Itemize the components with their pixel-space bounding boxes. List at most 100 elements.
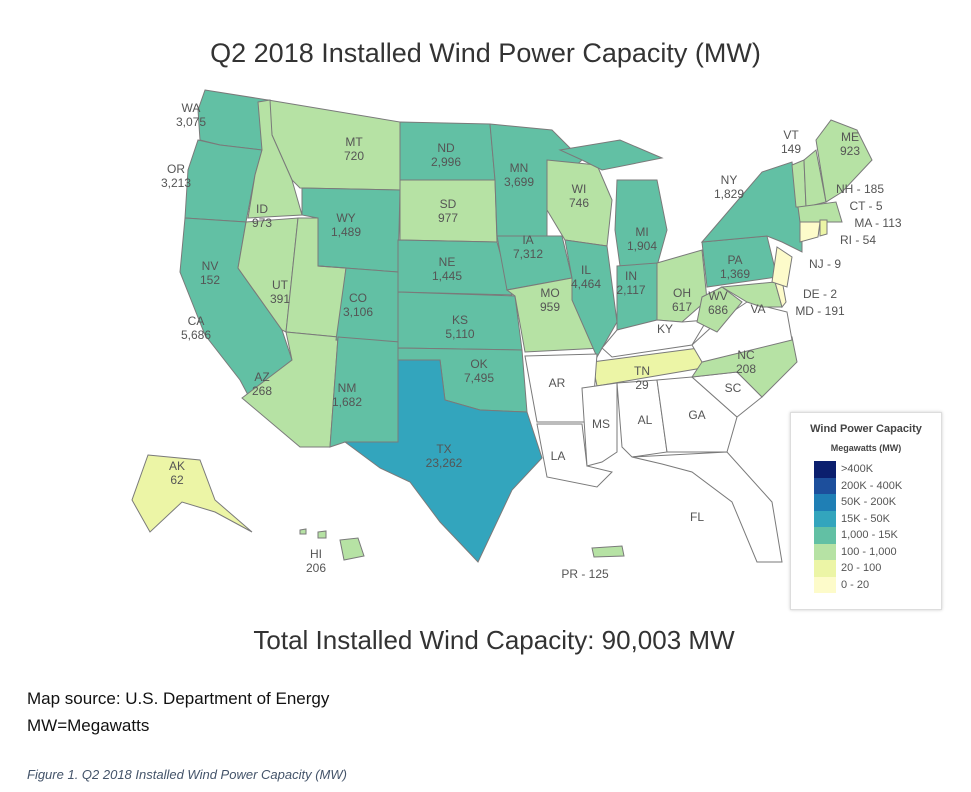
state-label-me: 923 bbox=[840, 144, 860, 158]
legend-label: >400K bbox=[841, 463, 874, 476]
legend-item: 15K - 50K bbox=[814, 510, 941, 527]
legend-item: 1,000 - 15K bbox=[814, 527, 941, 544]
state-hi bbox=[317, 530, 327, 539]
state-label-id: ID bbox=[256, 202, 268, 216]
state-ga bbox=[656, 376, 738, 453]
state-label-wv: 686 bbox=[708, 303, 728, 317]
state-label-wv: WV bbox=[708, 289, 727, 303]
state-ri bbox=[819, 219, 828, 237]
state-label-ak: AK bbox=[169, 459, 185, 473]
state-label-co: CO bbox=[349, 291, 367, 305]
state-label-va: VA bbox=[750, 302, 765, 316]
state-fl bbox=[631, 451, 783, 563]
state-label-al: AL bbox=[638, 413, 653, 427]
state-label-ne: NE bbox=[439, 255, 456, 269]
legend-label: 1,000 - 15K bbox=[841, 529, 898, 542]
legend-label: 50K - 200K bbox=[841, 496, 897, 509]
legend-label: 100 - 1,000 bbox=[841, 545, 897, 558]
state-al bbox=[616, 379, 668, 458]
state-label-hi: 206 bbox=[306, 561, 326, 575]
legend-item: >400K bbox=[814, 461, 941, 478]
state-label-in: IN bbox=[625, 269, 637, 283]
state-label-oh: 617 bbox=[672, 300, 692, 314]
legend-swatch bbox=[814, 461, 836, 478]
state-label-nv: 152 bbox=[200, 273, 220, 287]
state-ne bbox=[397, 239, 513, 296]
state-label-nm: NM bbox=[338, 381, 357, 395]
state-label-az: 268 bbox=[252, 384, 272, 398]
state-label-ar: AR bbox=[549, 376, 566, 390]
state-wa bbox=[197, 89, 269, 151]
legend-item: 0 - 20 bbox=[814, 576, 941, 593]
state-label-tx: 23,262 bbox=[426, 456, 463, 470]
state-label-nm: 1,682 bbox=[332, 395, 362, 409]
state-label-nd: ND bbox=[437, 141, 455, 155]
state-label-ak: 62 bbox=[170, 473, 184, 487]
state-oh bbox=[656, 249, 708, 323]
state-label-tx: TX bbox=[436, 442, 451, 456]
state-label-pr: PR - 125 bbox=[561, 567, 609, 581]
state-label-ky: KY bbox=[657, 322, 673, 336]
legend-item: 50K - 200K bbox=[814, 494, 941, 511]
state-label-ms: MS bbox=[592, 417, 610, 431]
source-line: Map source: U.S. Department of Energy bbox=[27, 689, 330, 708]
state-label-il: IL bbox=[581, 263, 591, 277]
state-ms bbox=[581, 382, 618, 467]
state-label-ut: 391 bbox=[270, 292, 290, 306]
state-label-la: LA bbox=[551, 449, 566, 463]
state-label-or: OR bbox=[167, 162, 185, 176]
state-hi bbox=[339, 537, 365, 561]
legend-label: 200K - 400K bbox=[841, 479, 903, 492]
state-ak bbox=[131, 454, 253, 533]
legend-label: 20 - 100 bbox=[841, 562, 882, 575]
state-hi bbox=[299, 528, 307, 535]
state-label-ne: 1,445 bbox=[432, 269, 462, 283]
state-mn bbox=[489, 123, 583, 237]
state-label-hi: HI bbox=[310, 547, 322, 561]
source-line: MW=Megawatts bbox=[27, 716, 150, 735]
state-label-az: AZ bbox=[254, 370, 269, 384]
state-label-mi: MI bbox=[635, 225, 648, 239]
legend-swatch bbox=[814, 477, 836, 494]
state-label-mo: 959 bbox=[540, 300, 560, 314]
state-label-vt: 149 bbox=[781, 142, 801, 156]
state-label-ny: NY bbox=[721, 173, 738, 187]
state-label-vt: VT bbox=[783, 128, 799, 142]
legend-swatch bbox=[814, 510, 836, 527]
state-label-ia: 7,312 bbox=[513, 247, 543, 261]
state-label-co: 3,106 bbox=[343, 305, 373, 319]
state-label-mt: MT bbox=[345, 135, 363, 149]
legend-item: 200K - 400K bbox=[814, 477, 941, 494]
state-label-pa: 1,369 bbox=[720, 267, 750, 281]
legend-item: 20 - 100 bbox=[814, 560, 941, 577]
state-label-nc: NC bbox=[737, 348, 755, 362]
state-label-ma: MA - 113 bbox=[854, 216, 901, 230]
state-label-ia: IA bbox=[522, 233, 533, 247]
state-label-ks: 5,110 bbox=[445, 327, 474, 341]
state-label-or: 3,213 bbox=[161, 176, 191, 190]
state-label-mt: 720 bbox=[344, 149, 364, 163]
state-label-mn: 3,699 bbox=[504, 175, 534, 189]
state-label-nd: 2,996 bbox=[431, 155, 461, 169]
map-title: Q2 2018 Installed Wind Power Capacity (M… bbox=[210, 38, 761, 68]
state-label-nc: 208 bbox=[736, 362, 756, 376]
state-label-tn: TN bbox=[634, 364, 650, 378]
total-capacity: Total Installed Wind Capacity: 90,003 MW bbox=[253, 625, 735, 655]
state-la bbox=[536, 423, 613, 488]
legend-subtitle: Megawatts (MW) bbox=[830, 443, 902, 453]
state-label-mi: 1,904 bbox=[627, 239, 657, 253]
state-label-nj: NJ - 9 bbox=[809, 257, 841, 271]
state-label-ca: CA bbox=[188, 314, 205, 328]
legend-label: 15K - 50K bbox=[841, 512, 890, 525]
state-ct bbox=[799, 221, 821, 243]
state-label-in: 2,117 bbox=[616, 283, 645, 297]
state-label-sd: SD bbox=[440, 197, 457, 211]
state-label-wi: 746 bbox=[569, 196, 589, 210]
state-nv bbox=[237, 217, 299, 333]
state-or bbox=[184, 139, 263, 223]
state-label-ri: RI - 54 bbox=[840, 233, 876, 247]
state-me bbox=[815, 119, 873, 203]
source-note: Map source: U.S. Department of Energy MW… bbox=[27, 685, 329, 739]
state-mi bbox=[558, 139, 664, 171]
